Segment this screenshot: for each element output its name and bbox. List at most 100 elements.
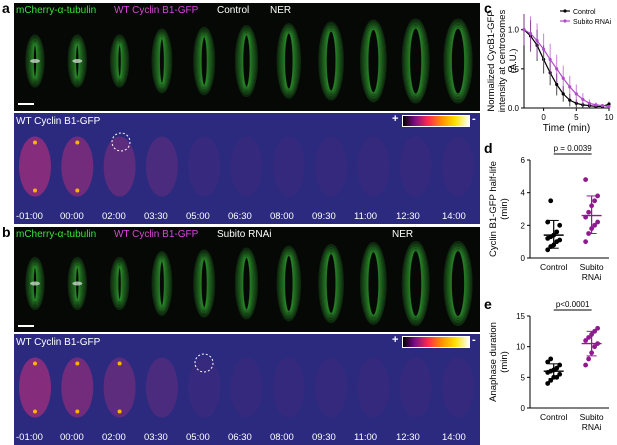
label-cyclin-heatmap: WT Cyclin B1-GFP: [16, 116, 101, 127]
spindle-fiber: [365, 249, 381, 318]
spindle-fiber: [71, 38, 84, 84]
cyclin-signal: [103, 357, 136, 418]
p-value: p<0.0001: [556, 300, 590, 309]
spindle-fiber: [26, 258, 44, 309]
spindle-fiber: [28, 261, 42, 306]
spindle-fiber: [319, 245, 343, 322]
spindle-fiber: [448, 24, 468, 98]
spindle-frame: [359, 242, 387, 325]
y-tick-label: 15: [516, 312, 525, 321]
spindle-fiber: [237, 250, 256, 317]
spindle-fiber: [404, 21, 428, 101]
spindle-fiber: [194, 250, 215, 317]
time-label: 05:00: [186, 432, 210, 443]
spindle-fiber: [70, 259, 85, 308]
spindle-frame: [234, 24, 259, 98]
centrosome-dot: [33, 361, 37, 366]
data-point: [583, 362, 589, 368]
colorbar: [402, 336, 470, 348]
spindle-fiber: [401, 240, 430, 327]
cyclin-frame: [188, 136, 221, 197]
chromosome-plate: [72, 59, 83, 63]
data-point: [587, 101, 591, 105]
spindle-fiber: [324, 28, 338, 94]
chromosome-plate: [72, 281, 83, 286]
cyclin-signal: [19, 357, 51, 418]
data-point: [607, 102, 611, 106]
spindle-fiber: [158, 260, 166, 307]
y-tick-label: 1.0: [508, 26, 520, 35]
spindle-fiber: [283, 254, 294, 313]
spindle-fiber: [323, 249, 340, 318]
spindle-fiber: [234, 24, 259, 98]
label-cyclin: WT Cyclin B1-GFP: [114, 5, 199, 16]
cyclin-signal: [442, 136, 474, 197]
data-point: [586, 209, 592, 215]
cyclin-signal: [315, 357, 348, 418]
cyclin-frame: [230, 357, 263, 418]
label-ner: NER: [392, 229, 414, 240]
y-axis-label: Anaphase duration: [488, 322, 499, 402]
time-label: -01:00: [16, 211, 43, 222]
spindle-fiber: [234, 247, 259, 320]
spindle-fiber: [401, 18, 430, 104]
spindle-fiber: [26, 35, 44, 87]
spindle-fiber: [68, 258, 86, 309]
strip-b-cyclin: WT Cyclin B1-GFP + - -01:00 00:00 02:00 …: [14, 334, 480, 445]
data-point: [561, 76, 565, 80]
time-label: 11:00: [354, 432, 378, 443]
category-label: Control: [540, 412, 568, 422]
spindle-fiber: [450, 27, 466, 95]
spindle-frame: [67, 34, 87, 88]
spindle-fiber: [156, 34, 168, 88]
label-cyclin-heatmap: WT Cyclin B1-GFP: [16, 337, 101, 348]
spindle-fiber: [367, 251, 380, 316]
spindle-fiber: [193, 249, 216, 318]
label-cyclin: WT Cyclin B1-GFP: [114, 229, 199, 240]
y-axis-label: (min): [499, 198, 510, 220]
spindle-fiber: [151, 251, 173, 316]
cyclin-frame: [399, 357, 432, 418]
spindle-fiber: [117, 43, 123, 79]
data-point: [592, 344, 598, 350]
spindle-frame: [359, 19, 387, 103]
cyclin-frame: [103, 357, 136, 418]
spindle-fiber: [367, 28, 380, 94]
time-label: 02:00: [102, 432, 126, 443]
spindle-fiber: [113, 38, 126, 84]
cyclin-frame: [357, 136, 390, 197]
cyclin-signal: [230, 357, 263, 418]
data-point: [594, 103, 598, 107]
spindle-fiber: [25, 256, 45, 311]
cyclin-frame: [61, 136, 94, 197]
data-point: [595, 325, 601, 331]
spindle-fiber: [446, 245, 470, 322]
spindle-fiber: [361, 21, 386, 101]
centrosome-dot: [75, 409, 80, 414]
label-tubulin: mCherry-α-tubulin: [16, 229, 97, 240]
spindle-fiber: [361, 243, 386, 324]
spindle-fiber: [111, 35, 129, 87]
x-axis-label: Time (min): [543, 123, 590, 134]
spindle-fiber: [359, 242, 387, 325]
strip-a-cyclin: WT Cyclin B1-GFP + - -01:00 00:00 02:00 …: [14, 113, 480, 224]
cyclin-signal: [399, 357, 432, 418]
time-label: 03:30: [144, 432, 168, 443]
y-tick-label: 5: [521, 373, 526, 382]
spindle-fiber: [109, 256, 130, 311]
spindle-fiber: [237, 27, 256, 95]
y-tick-label: 10: [516, 343, 525, 352]
data-point: [555, 82, 559, 87]
spindle-fiber: [325, 252, 337, 315]
spindle-frame: [276, 23, 302, 99]
data-point: [555, 67, 559, 71]
data-point: [545, 381, 551, 386]
spindle-fiber: [282, 30, 296, 92]
spindle-fiber: [115, 41, 124, 81]
spindle-fiber: [238, 251, 255, 316]
x-tick-label: 5: [574, 113, 579, 122]
spindle-frame: [401, 18, 430, 104]
centrosome-circle: [111, 132, 131, 152]
spindle-fiber: [318, 243, 344, 324]
spindle-fiber: [238, 29, 255, 93]
